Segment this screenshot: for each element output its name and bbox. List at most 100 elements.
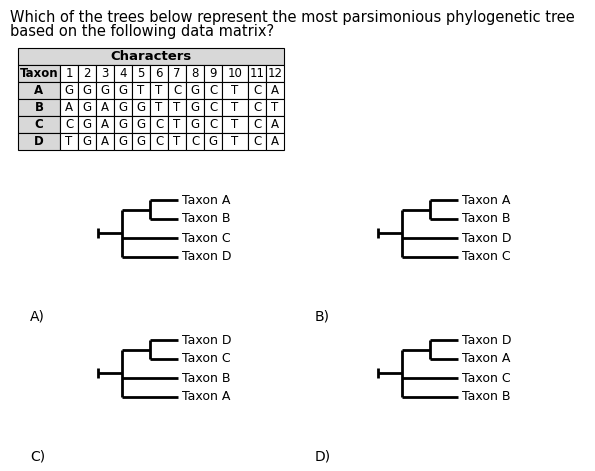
Text: Taxon D: Taxon D — [462, 232, 512, 244]
Text: G: G — [83, 135, 92, 148]
Text: G: G — [118, 135, 127, 148]
Text: A: A — [35, 84, 43, 97]
Bar — [222, 99, 248, 116]
Text: 3: 3 — [101, 67, 109, 80]
Text: C: C — [253, 101, 261, 114]
Text: T: T — [65, 135, 73, 148]
Text: C: C — [209, 118, 217, 131]
Bar — [222, 65, 248, 82]
Text: Taxon B: Taxon B — [462, 390, 511, 404]
Bar — [222, 116, 248, 133]
Text: G: G — [190, 118, 199, 131]
Bar — [114, 65, 132, 82]
Text: A: A — [271, 135, 279, 148]
Text: D): D) — [315, 450, 331, 464]
Bar — [60, 133, 78, 150]
Bar — [222, 82, 248, 99]
Bar — [96, 82, 114, 99]
Bar — [18, 82, 60, 99]
Text: A: A — [271, 84, 279, 97]
Bar — [204, 99, 222, 116]
Bar — [168, 82, 186, 99]
Text: T: T — [155, 101, 162, 114]
Bar — [96, 65, 114, 82]
Text: T: T — [173, 135, 181, 148]
Text: G: G — [208, 135, 218, 148]
Bar — [114, 82, 132, 99]
Bar — [96, 99, 114, 116]
Text: G: G — [83, 118, 92, 131]
Text: G: G — [118, 84, 127, 97]
Text: Taxon A: Taxon A — [182, 194, 230, 206]
Bar — [132, 65, 150, 82]
Text: G: G — [190, 84, 199, 97]
Bar — [114, 116, 132, 133]
Text: Taxon D: Taxon D — [182, 333, 231, 347]
Text: Taxon B: Taxon B — [462, 212, 511, 226]
Text: C: C — [253, 118, 261, 131]
Text: T: T — [231, 118, 239, 131]
Bar — [186, 99, 204, 116]
Bar — [168, 133, 186, 150]
Text: G: G — [136, 135, 146, 148]
Text: T: T — [173, 101, 181, 114]
Text: Taxon C: Taxon C — [462, 372, 511, 384]
Text: A: A — [101, 135, 109, 148]
Bar — [114, 99, 132, 116]
Bar — [248, 65, 266, 82]
Bar — [150, 65, 168, 82]
Text: C: C — [65, 118, 73, 131]
Bar — [248, 133, 266, 150]
Bar — [266, 65, 284, 82]
Text: 5: 5 — [137, 67, 145, 80]
Text: C: C — [253, 84, 261, 97]
Bar — [186, 133, 204, 150]
Text: Taxon A: Taxon A — [462, 194, 511, 206]
Bar — [266, 82, 284, 99]
Text: A): A) — [30, 310, 45, 324]
Text: Taxon C: Taxon C — [182, 352, 231, 365]
Bar — [96, 133, 114, 150]
Text: A: A — [101, 101, 109, 114]
Text: T: T — [231, 84, 239, 97]
Text: Which of the trees below represent the most parsimonious phylogenetic tree: Which of the trees below represent the m… — [10, 10, 575, 25]
Bar — [248, 116, 266, 133]
Text: Taxon D: Taxon D — [462, 333, 512, 347]
Bar — [186, 82, 204, 99]
Bar — [18, 99, 60, 116]
Text: T: T — [271, 101, 278, 114]
Text: A: A — [101, 118, 109, 131]
Text: 7: 7 — [173, 67, 181, 80]
Text: Taxon C: Taxon C — [182, 232, 231, 244]
Bar — [266, 133, 284, 150]
Text: G: G — [136, 101, 146, 114]
Bar — [18, 65, 60, 82]
Text: T: T — [231, 135, 239, 148]
Bar — [18, 116, 60, 133]
Text: Taxon B: Taxon B — [182, 212, 230, 226]
Bar — [186, 65, 204, 82]
Text: B: B — [35, 101, 43, 114]
Text: Taxon A: Taxon A — [462, 352, 511, 365]
Text: G: G — [118, 118, 127, 131]
Text: 4: 4 — [119, 67, 127, 80]
Bar — [204, 133, 222, 150]
Text: Taxon D: Taxon D — [182, 251, 231, 263]
Text: A: A — [65, 101, 73, 114]
Bar — [78, 82, 96, 99]
Bar — [114, 133, 132, 150]
Bar — [248, 82, 266, 99]
Bar — [168, 65, 186, 82]
Bar — [60, 99, 78, 116]
Text: Taxon C: Taxon C — [462, 251, 511, 263]
Bar — [78, 99, 96, 116]
Bar — [78, 65, 96, 82]
Text: C: C — [35, 118, 43, 131]
Text: G: G — [64, 84, 74, 97]
Text: 9: 9 — [209, 67, 217, 80]
Bar — [78, 116, 96, 133]
Bar — [150, 99, 168, 116]
Text: G: G — [83, 101, 92, 114]
Text: based on the following data matrix?: based on the following data matrix? — [10, 24, 274, 39]
Bar — [60, 82, 78, 99]
